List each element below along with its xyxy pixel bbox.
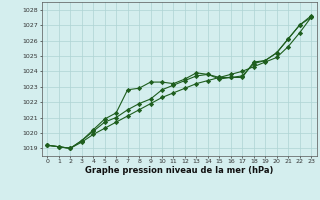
X-axis label: Graphe pression niveau de la mer (hPa): Graphe pression niveau de la mer (hPa) — [85, 166, 273, 175]
